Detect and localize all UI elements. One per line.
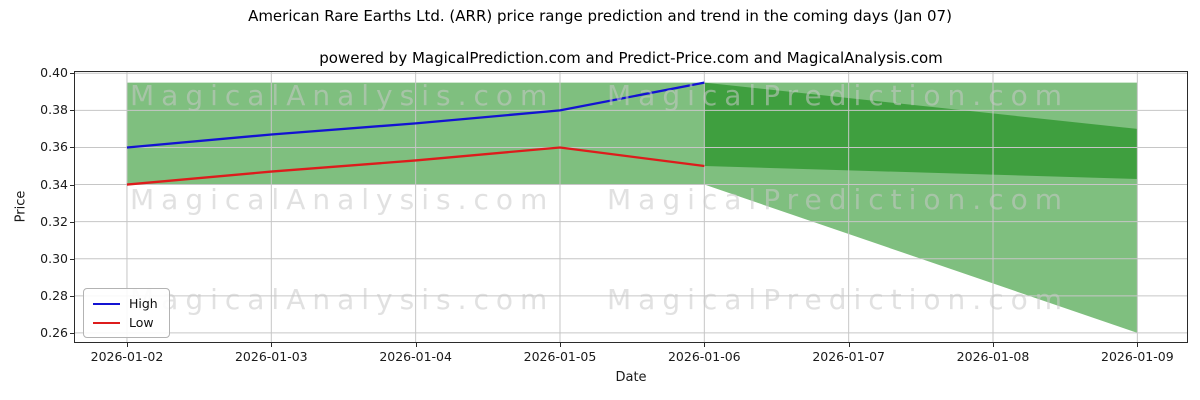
legend-label-low: Low <box>129 314 154 330</box>
high-line <box>126 81 705 149</box>
low-line <box>126 146 705 186</box>
y-tick-mark <box>70 221 75 223</box>
x-axis-label: Date <box>615 370 647 385</box>
figure-title: American Rare Earths Ltd. (ARR) price ra… <box>248 7 952 25</box>
x-tick-label: 2026-01-03 <box>234 349 308 364</box>
legend-entry-high: High <box>93 294 158 313</box>
plot-svg <box>75 72 1187 342</box>
x-tick-label: 2026-01-07 <box>812 349 885 364</box>
y-tick-label: 0.26 <box>40 324 68 340</box>
y-tick-label: 0.30 <box>40 250 68 266</box>
y-tick-label: 0.32 <box>40 213 68 229</box>
x-tick-label: 2026-01-04 <box>379 349 452 364</box>
plot-frame <box>74 71 1188 343</box>
x-tick-mark <box>1137 342 1139 347</box>
x-tick-mark <box>559 342 561 347</box>
y-tick-mark <box>70 258 75 260</box>
x-tick-label: 2026-01-05 <box>523 349 597 364</box>
x-tick-mark <box>415 342 417 347</box>
x-tick-mark <box>704 342 706 347</box>
y-tick-label: 0.34 <box>40 176 68 192</box>
forecast-inner-range-band <box>704 82 1138 179</box>
y-tick-mark <box>70 332 75 334</box>
figure-subtitle: powered by MagicalPrediction.com and Pre… <box>319 49 943 67</box>
legend-box: High Low <box>83 288 170 338</box>
x-tick-mark <box>848 342 850 347</box>
y-tick-label: 0.40 <box>40 65 68 81</box>
y-tick-label: 0.36 <box>40 139 68 155</box>
y-tick-mark <box>70 147 75 149</box>
y-tick-mark <box>70 184 75 186</box>
high-line-sample <box>93 302 120 305</box>
x-tick-label: 2026-01-08 <box>956 349 1030 364</box>
x-tick-label: 2026-01-02 <box>90 349 164 364</box>
legend-entry-low: Low <box>93 313 158 332</box>
y-tick-mark <box>70 73 75 75</box>
y-tick-mark <box>70 110 75 112</box>
legend-label-high: High <box>129 295 158 311</box>
y-tick-label: 0.38 <box>40 102 68 118</box>
x-tick-label: 2026-01-06 <box>667 349 741 364</box>
low-line-sample <box>93 321 120 324</box>
y-tick-mark <box>70 295 75 297</box>
x-tick-mark <box>271 342 273 347</box>
y-axis-label: Price <box>13 190 29 223</box>
y-tick-label: 0.28 <box>40 287 68 303</box>
x-tick-mark <box>126 342 128 347</box>
x-tick-mark <box>993 342 994 347</box>
x-tick-label: 2026-01-09 <box>1101 349 1174 364</box>
